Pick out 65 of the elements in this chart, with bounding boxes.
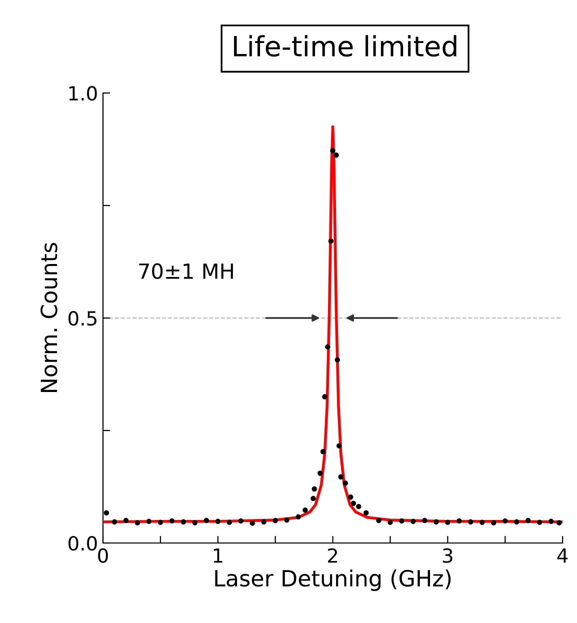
point xyxy=(310,496,316,502)
x-axis-title: Laser Detuning (GHz) xyxy=(215,569,451,591)
x-tick-label: 4 xyxy=(557,548,568,563)
y-tick-label: 1.0 xyxy=(69,86,97,101)
point xyxy=(318,470,323,476)
point xyxy=(422,518,428,524)
y-tick-label: 0.0 xyxy=(68,536,97,551)
point xyxy=(536,520,542,525)
point xyxy=(330,148,336,154)
point xyxy=(320,449,326,454)
point xyxy=(514,519,520,524)
point xyxy=(376,518,382,524)
point xyxy=(261,519,266,524)
point xyxy=(302,508,308,513)
point xyxy=(468,519,474,524)
point xyxy=(334,357,340,362)
point xyxy=(192,520,198,526)
y-axis-title: Norm. Counts xyxy=(40,242,58,392)
point xyxy=(338,474,344,480)
y-tick-label: 0.5 xyxy=(68,310,96,326)
point xyxy=(336,443,342,448)
point xyxy=(158,520,164,525)
point xyxy=(502,518,508,524)
point xyxy=(480,520,485,525)
point xyxy=(215,518,220,524)
point xyxy=(322,394,328,400)
point xyxy=(328,238,334,244)
point xyxy=(146,518,152,524)
point xyxy=(134,520,140,526)
point xyxy=(112,519,118,524)
point xyxy=(548,518,554,524)
point xyxy=(356,504,362,510)
point xyxy=(204,518,209,524)
annotation: 70±1 MH xyxy=(139,263,233,280)
point xyxy=(334,152,339,158)
point xyxy=(491,520,496,526)
x-tick-label: 1 xyxy=(214,548,222,563)
point xyxy=(226,520,232,525)
point xyxy=(456,518,462,524)
point xyxy=(169,518,175,524)
point xyxy=(399,518,404,524)
point xyxy=(180,519,186,524)
point xyxy=(104,510,110,516)
x-tick-label: 0 xyxy=(98,548,108,563)
point xyxy=(123,518,129,524)
point xyxy=(284,517,290,523)
x-tick-label: 3 xyxy=(442,548,452,563)
point xyxy=(325,344,330,350)
point xyxy=(272,518,278,524)
point xyxy=(434,519,439,524)
point xyxy=(350,500,356,506)
point xyxy=(364,510,369,516)
x-tick-label: 2 xyxy=(328,548,338,563)
point xyxy=(348,494,354,500)
point xyxy=(556,520,562,526)
point xyxy=(238,518,244,524)
point xyxy=(526,518,531,524)
point xyxy=(388,520,393,525)
point xyxy=(312,486,317,492)
point xyxy=(410,518,416,524)
point xyxy=(296,514,301,520)
point xyxy=(342,480,348,486)
point xyxy=(250,520,255,526)
chart-title: Life-time limited xyxy=(234,35,456,57)
point xyxy=(445,520,450,525)
